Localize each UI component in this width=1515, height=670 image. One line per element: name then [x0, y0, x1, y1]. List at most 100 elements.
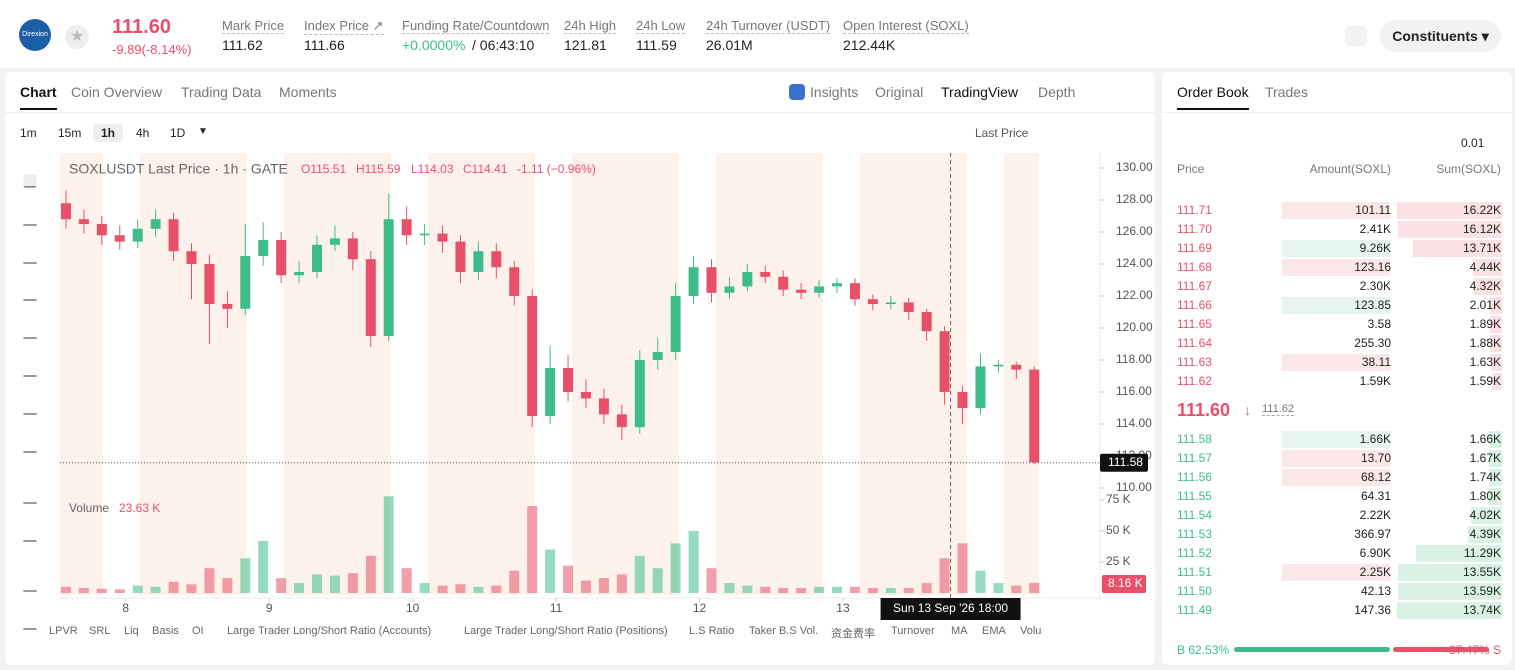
book-price[interactable]: 111.50	[1177, 584, 1212, 598]
indicator-tab[interactable]: SRL	[89, 625, 111, 637]
indicator-tab[interactable]: L.S Ratio	[689, 625, 735, 637]
tool-icon[interactable]	[23, 250, 37, 264]
depth-bar	[1491, 373, 1502, 390]
candle-body	[491, 251, 502, 268]
interval[interactable]: 1m	[20, 126, 37, 140]
candle-body	[204, 264, 215, 305]
book-price[interactable]: 111.52	[1177, 546, 1212, 560]
candle-body	[96, 224, 107, 236]
book-amount: 1.59K	[1359, 374, 1391, 388]
book-price[interactable]: 111.66	[1177, 298, 1212, 312]
view-tab[interactable]: TradingView	[941, 84, 1019, 100]
book-price[interactable]: 111.55	[1177, 489, 1212, 503]
candle-body	[688, 267, 699, 297]
stat-label: Open Interest (SOXL)	[843, 18, 969, 34]
chart-tab[interactable]: Moments	[279, 84, 337, 100]
indicator-tab[interactable]: OI	[192, 625, 204, 637]
indicator-tab[interactable]: Basis	[152, 625, 179, 637]
interval[interactable]: 1D	[170, 126, 186, 140]
indicator-tab[interactable]: 资金费率	[831, 628, 875, 640]
tool-icon[interactable]	[23, 616, 37, 630]
book-price[interactable]: 111.68	[1177, 260, 1212, 274]
volume-bar	[96, 588, 107, 593]
book-price[interactable]: 111.54	[1177, 508, 1212, 522]
candle-body	[114, 235, 125, 242]
depth-bar	[1491, 354, 1502, 371]
icon[interactable]	[1345, 26, 1367, 46]
volume-bar	[114, 589, 125, 593]
book-amount: 2.22K	[1359, 508, 1391, 522]
book-price[interactable]: 111.62	[1177, 374, 1212, 388]
book-price[interactable]: 111.70	[1177, 222, 1212, 236]
book-price[interactable]: 111.57	[1177, 451, 1212, 465]
indicator-tab[interactable]: Large Trader Long/Short Ratio (Accounts)	[227, 625, 432, 637]
view-tab[interactable]: Insights	[810, 84, 859, 100]
volume-bar	[150, 586, 161, 593]
candle-body	[132, 228, 143, 242]
indicator-tab[interactable]: Turnover	[891, 625, 935, 637]
book-price[interactable]: 111.49	[1177, 603, 1212, 617]
tool-icon[interactable]	[23, 174, 37, 188]
volume-bar	[491, 585, 502, 593]
book-price[interactable]: 111.69	[1177, 241, 1212, 255]
book-amount: 366.97	[1354, 527, 1391, 541]
view-tab[interactable]: Original	[875, 84, 924, 100]
indicator-tab[interactable]: Liq	[124, 625, 139, 637]
tool-icon[interactable]	[23, 363, 37, 377]
book-tab[interactable]: Trades	[1265, 84, 1309, 100]
interval[interactable]: 1h	[93, 124, 124, 142]
stat-value: 111.66	[304, 37, 345, 53]
tool-icon[interactable]	[23, 578, 37, 592]
book-price[interactable]: 111.56	[1177, 470, 1212, 484]
flash	[1282, 202, 1390, 219]
tool-icon[interactable]	[23, 490, 37, 504]
divider	[5, 112, 1155, 113]
book-price[interactable]: 111.65	[1177, 317, 1212, 331]
book-price[interactable]: 111.64	[1177, 336, 1212, 350]
volume-bar	[509, 570, 520, 593]
candle-body	[849, 283, 860, 300]
book-price[interactable]: 111.51	[1177, 565, 1212, 579]
favorite[interactable]: ★	[65, 25, 89, 49]
price-source[interactable]: Last Price	[975, 126, 1029, 140]
indicator-tab[interactable]: Taker B.S Vol.	[749, 625, 819, 637]
tool-icon[interactable]	[23, 439, 37, 453]
tool-icon[interactable]	[23, 401, 37, 415]
tool-icon[interactable]	[23, 212, 37, 226]
book-price[interactable]: 111.63	[1177, 355, 1212, 369]
candle-body	[258, 240, 269, 257]
candle-body	[222, 304, 233, 309]
candle-body	[580, 391, 591, 399]
book-price[interactable]: 111.71	[1177, 203, 1212, 217]
book-price[interactable]: 111.58	[1177, 432, 1212, 446]
book-price[interactable]: 111.67	[1177, 279, 1212, 293]
book-amount: 2.41K	[1359, 222, 1391, 236]
indicator-tab[interactable]: Volu	[1020, 625, 1042, 637]
candle-body	[60, 203, 71, 220]
dropdown[interactable]: ▼	[198, 126, 208, 137]
book-price[interactable]: 111.53	[1177, 527, 1212, 541]
depth-bar	[1489, 316, 1502, 333]
candle-body	[294, 272, 305, 276]
chart-tab[interactable]: Trading Data	[181, 84, 262, 100]
tick-size[interactable]: 0.01	[1461, 136, 1485, 150]
tool-icon[interactable]	[23, 325, 37, 339]
candle-body	[975, 366, 986, 408]
constituents-button[interactable]: Constituents ▾	[1380, 20, 1501, 52]
logo: Direxion	[19, 19, 51, 51]
indicator-tab[interactable]: EMA	[982, 625, 1006, 637]
indicator-tab[interactable]: MA	[951, 625, 968, 637]
indicator-tab[interactable]: Large Trader Long/Short Ratio (Positions…	[464, 625, 668, 637]
tool-icon[interactable]	[23, 287, 37, 301]
chart-tab[interactable]: Coin Overview	[71, 84, 163, 100]
volume-bar	[832, 586, 843, 593]
tool-icon[interactable]	[23, 528, 37, 542]
volume-bar	[240, 558, 251, 593]
interval[interactable]: 4h	[136, 126, 150, 140]
candle-body	[401, 219, 412, 236]
indicator-tab[interactable]: LPVR	[49, 625, 78, 637]
view-tab[interactable]: Depth	[1038, 84, 1076, 100]
chart-tab[interactable]: Chart	[20, 84, 57, 110]
interval[interactable]: 15m	[58, 126, 82, 140]
book-tab[interactable]: Order Book	[1177, 84, 1249, 110]
